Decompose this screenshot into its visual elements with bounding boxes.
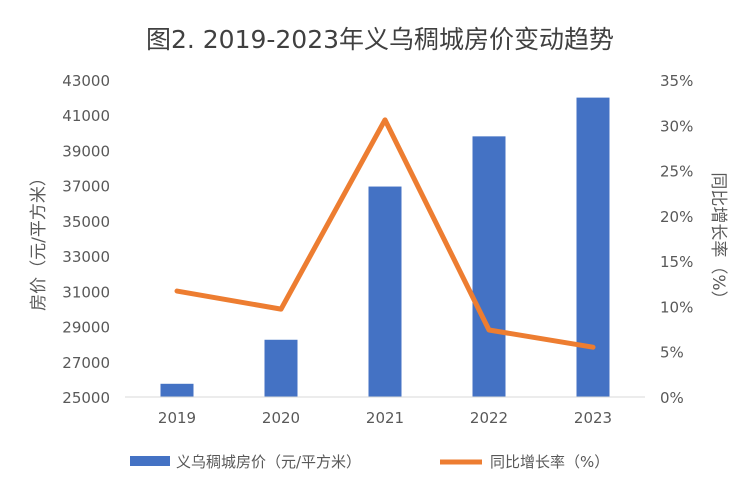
- x-tick-label: 2019: [158, 409, 196, 427]
- y2-tick-label: 10%: [660, 298, 693, 316]
- y2-tick-label: 35%: [660, 72, 693, 90]
- bar-2023: [577, 98, 610, 397]
- y-tick-label: 43000: [62, 72, 110, 90]
- y2-tick-label: 25%: [660, 163, 693, 181]
- y2-tick-label: 20%: [660, 208, 693, 226]
- bar-2022: [473, 136, 506, 397]
- x-tick-label: 2022: [470, 409, 508, 427]
- y2-axis-label: 同比增长率（%）: [708, 172, 728, 307]
- bar-2019: [161, 384, 194, 397]
- legend-label-line: 同比增长率（%）: [490, 453, 609, 471]
- y-tick-label: 35000: [62, 213, 110, 231]
- bar-2020: [265, 340, 298, 397]
- legend: 义乌稠城房价（元/平方米） 同比增长率（%）: [130, 453, 609, 471]
- y2-tick-label: 30%: [660, 117, 693, 135]
- chart-title: 图2. 2019-2023年义乌稠城房价变动趋势: [146, 25, 614, 54]
- legend-swatch-bar: [130, 456, 170, 466]
- y-tick-label: 25000: [62, 389, 110, 407]
- y-tick-label: 31000: [62, 283, 110, 301]
- legend-label-bar: 义乌稠城房价（元/平方米）: [176, 453, 361, 471]
- y-tick-label: 33000: [62, 248, 110, 266]
- y2-tick-label: 15%: [660, 253, 693, 271]
- y2-tick-label: 5%: [660, 344, 684, 362]
- x-tick-label: 2021: [366, 409, 404, 427]
- y-tick-label: 29000: [62, 319, 110, 337]
- y-tick-label: 41000: [62, 107, 110, 125]
- x-tick-label: 2023: [574, 409, 612, 427]
- y-axis-label: 房价（元/平方米）: [29, 169, 49, 311]
- y-tick-label: 39000: [62, 142, 110, 160]
- bar-2021: [369, 187, 402, 397]
- y2-tick-label: 0%: [660, 389, 684, 407]
- y-tick-label: 27000: [62, 354, 110, 372]
- x-tick-label: 2020: [262, 409, 300, 427]
- y-tick-label: 37000: [62, 178, 110, 196]
